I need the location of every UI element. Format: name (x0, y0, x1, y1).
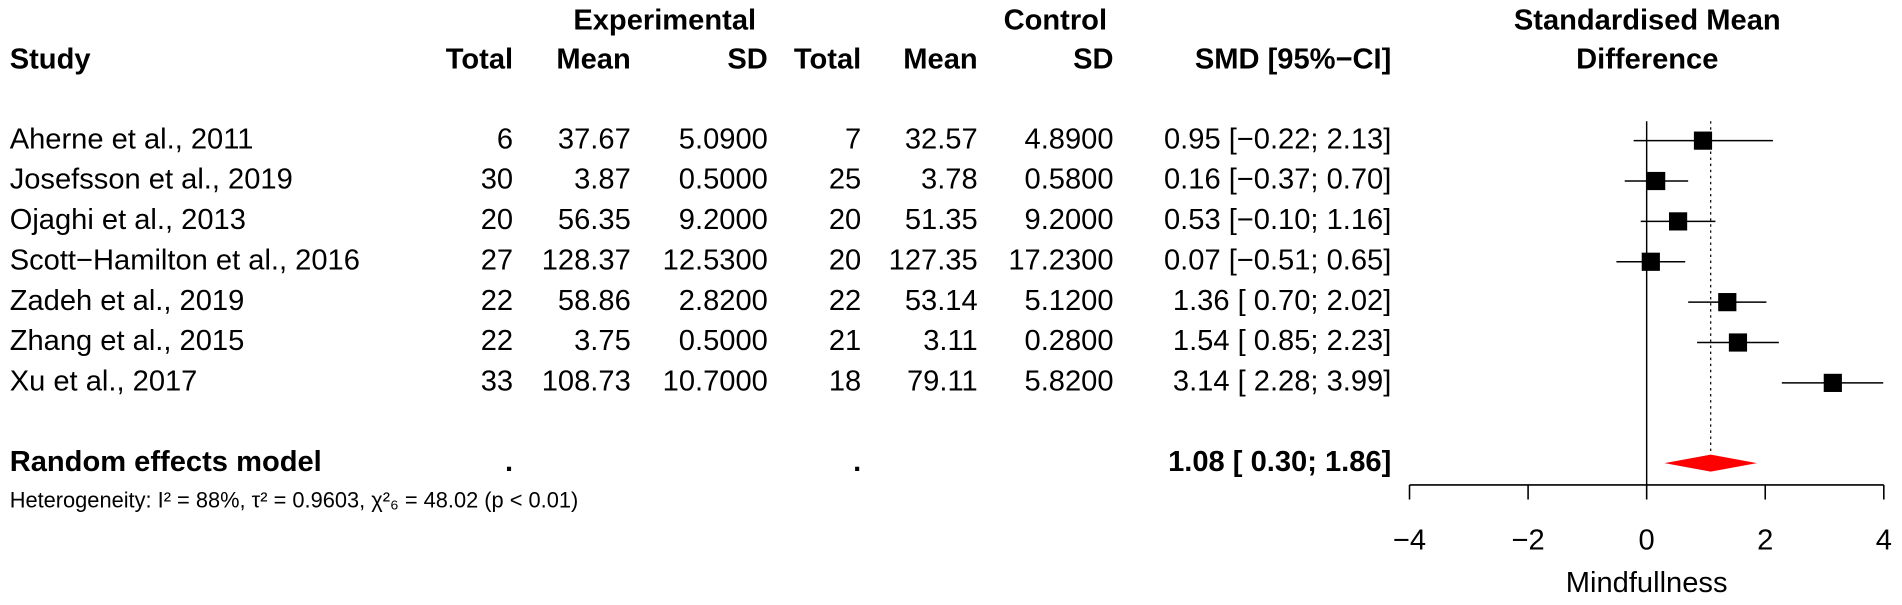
column-header: SMD [95%−CI] (1195, 43, 1391, 75)
smd-label: 1.36 [ 0.70; 2.02] (1173, 285, 1391, 317)
heterogeneity: Heterogeneity: I² = 88%, τ² = 0.9603, χ²… (10, 488, 579, 513)
pooled-diamond (1664, 454, 1757, 472)
table-cell: 18 (829, 366, 861, 398)
table-cell: 22 (481, 325, 513, 357)
x-axis-label: Mindfullness (1566, 567, 1728, 599)
column-header: Mean (556, 43, 630, 75)
pooled-label: 1.08 [ 0.30; 1.86] (1168, 446, 1391, 478)
table-cell: 0.5000 (679, 325, 768, 357)
table-cell: 20 (829, 244, 861, 276)
table-cell: 58.86 (558, 285, 631, 317)
smd-label: 0.95 [−0.22; 2.13] (1164, 123, 1391, 155)
table-cell: 108.73 (542, 366, 631, 398)
smd-label: 0.07 [−0.51; 0.65] (1164, 244, 1391, 276)
table-cell: 3.75 (574, 325, 631, 357)
effect-square (1823, 373, 1842, 392)
column-header: Total (446, 43, 513, 75)
table-cell: 3.78 (921, 164, 978, 196)
table-cell: 6 (497, 123, 513, 155)
smd-label: 0.16 [−0.37; 0.70] (1164, 164, 1391, 196)
table-cell: 2.8200 (679, 285, 768, 317)
pooled-name: Random effects model (10, 446, 322, 478)
table-cell: 3.87 (574, 164, 631, 196)
table-cell: 0.5800 (1025, 164, 1114, 196)
smd-label: 1.54 [ 0.85; 2.23] (1173, 325, 1391, 357)
table-cell: 30 (481, 164, 513, 196)
x-tick-label: 0 (1639, 525, 1655, 557)
table-cell: 32.57 (905, 123, 978, 155)
table-cell: 10.7000 (663, 366, 768, 398)
table-cell: 20 (829, 204, 861, 236)
x-tick-label: 4 (1876, 525, 1892, 557)
study-name: Ojaghi et al., 2013 (10, 204, 246, 236)
table-cell: 3.11 (923, 325, 977, 357)
table-cell: 53.14 (905, 285, 978, 317)
table-cell: 0.2800 (1025, 325, 1114, 357)
table-cell: 20 (481, 204, 513, 236)
pooled-cell: . (505, 446, 513, 478)
table-cell: 7 (845, 123, 861, 155)
plot-title: Standardised Mean (1514, 5, 1781, 37)
table-cell: 56.35 (558, 204, 631, 236)
group-header: Control (1004, 5, 1107, 37)
effect-square (1647, 171, 1666, 191)
x-tick-label: −4 (1393, 525, 1426, 557)
study-name: Zhang et al., 2015 (10, 325, 245, 357)
column-header: Mean (903, 43, 977, 75)
table-cell: 79.11 (907, 366, 978, 398)
effect-square (1668, 212, 1688, 231)
pooled-cell: . (853, 446, 861, 478)
study-name: Xu et al., 2017 (10, 366, 198, 398)
study-name: Zadeh et al., 2019 (10, 285, 245, 317)
table-cell: 12.5300 (663, 244, 768, 276)
table-cell: 0.5000 (679, 164, 768, 196)
table-cell: 25 (829, 164, 861, 196)
column-header: Study (10, 43, 92, 75)
table-cell: 9.2000 (1025, 204, 1114, 236)
table-cell: 4.8900 (1025, 123, 1114, 155)
table-cell: 127.35 (889, 244, 978, 276)
smd-label: 0.53 [−0.10; 1.16] (1164, 204, 1391, 236)
table-cell: 33 (481, 366, 513, 398)
table-cell: 5.0900 (679, 123, 768, 155)
effect-square (1641, 252, 1660, 271)
table-cell: 22 (829, 285, 861, 317)
effect-square (1728, 333, 1748, 352)
column-header: Total (794, 43, 861, 75)
table-cell: 37.67 (558, 123, 631, 155)
study-name: Josefsson et al., 2019 (10, 164, 293, 196)
table-cell: 21 (829, 325, 861, 357)
table-cell: 27 (481, 244, 513, 276)
effect-square (1718, 293, 1737, 312)
table-cell: 22 (481, 285, 513, 317)
table-cell: 17.2300 (1008, 244, 1113, 276)
effect-square (1693, 131, 1713, 150)
table-cell: 5.1200 (1025, 285, 1114, 317)
x-tick-label: −2 (1511, 525, 1544, 557)
plot-title: Difference (1576, 43, 1718, 75)
column-header: SD (1073, 43, 1113, 75)
group-header: Experimental (573, 5, 756, 37)
study-name: Aherne et al., 2011 (10, 123, 254, 155)
smd-label: 3.14 [ 2.28; 3.99] (1173, 366, 1391, 398)
column-header: SD (727, 43, 767, 75)
x-tick-label: 2 (1757, 525, 1773, 557)
table-cell: 5.8200 (1025, 366, 1114, 398)
table-cell: 9.2000 (679, 204, 768, 236)
study-name: Scott−Hamilton et al., 2016 (10, 244, 360, 276)
table-cell: 128.37 (542, 244, 631, 276)
table-cell: 51.35 (905, 204, 978, 236)
